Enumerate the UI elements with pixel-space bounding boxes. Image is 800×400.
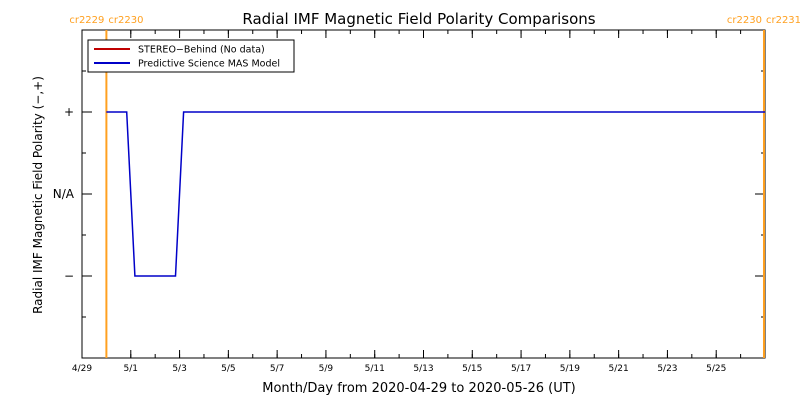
x-tick-label: 5/25 xyxy=(706,364,726,374)
chart-title: Radial IMF Magnetic Field Polarity Compa… xyxy=(242,10,595,28)
x-tick-label: 5/23 xyxy=(657,364,677,374)
x-tick-label: 5/15 xyxy=(462,364,482,374)
x-tick-label: 5/11 xyxy=(365,364,385,374)
legend-label: STEREO−Behind (No data) xyxy=(138,45,265,56)
legend-label: Predictive Science MAS Model xyxy=(138,59,280,70)
x-axis-label: Month/Day from 2020-04-29 to 2020-05-26 … xyxy=(262,381,575,396)
y-tick-label: N/A xyxy=(53,187,75,201)
x-tick-label: 5/19 xyxy=(560,364,580,374)
y-axis-label: Radial IMF Magnetic Field Polarity (−,+) xyxy=(31,76,45,314)
x-tick-label: 4/29 xyxy=(72,364,92,374)
x-tick-label: 5/17 xyxy=(511,364,531,374)
carrington-label-right: cr2230 xyxy=(108,15,143,26)
x-tick-label: 5/21 xyxy=(609,364,629,374)
x-tick-label: 5/1 xyxy=(124,364,138,374)
y-tick-label: − xyxy=(64,269,74,283)
plot-frame xyxy=(81,29,766,359)
carrington-label-right: cr2231 xyxy=(766,15,800,26)
carrington-label-left: cr2229 xyxy=(69,15,104,26)
y-tick-label: + xyxy=(64,105,74,119)
x-tick-label: 5/5 xyxy=(221,364,235,374)
x-tick-label: 5/7 xyxy=(270,364,284,374)
plot-area: 4/29 5/1 5/3 5/5 5/7 5/9 5/11 5/13 5/15 5/17 5/19 5… xyxy=(53,15,800,374)
carrington-label-left: cr2230 xyxy=(727,15,762,26)
x-tick-label: 5/3 xyxy=(172,364,186,374)
series-line-mas-model xyxy=(106,111,765,277)
legend-box xyxy=(87,39,295,73)
x-tick-label: 5/13 xyxy=(413,364,433,374)
x-tick-label: 5/9 xyxy=(319,364,334,374)
